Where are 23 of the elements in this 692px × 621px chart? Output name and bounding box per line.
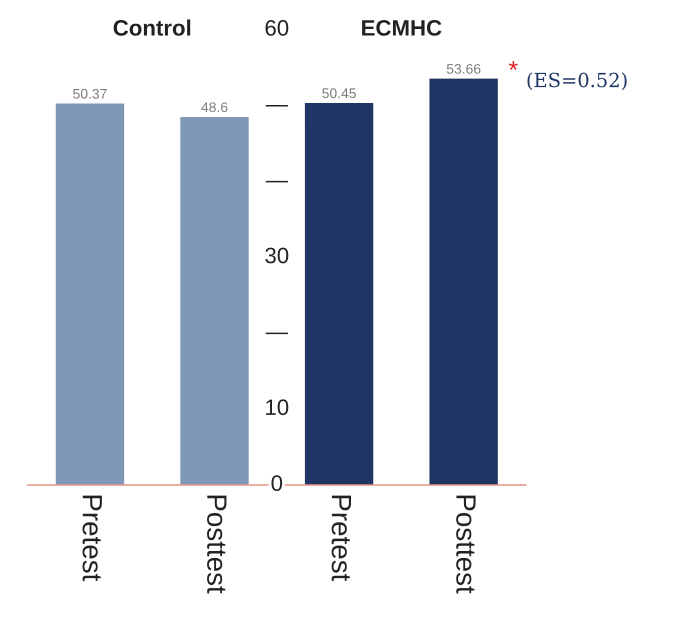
y-tick-label: 30 (265, 248, 288, 264)
data-label: 53.66 (446, 64, 480, 74)
text: (ES=0.52) (527, 72, 627, 90)
data-label: 50.37 (73, 88, 107, 99)
y-tick-label: 10 (266, 399, 288, 416)
annotation: Control (114, 19, 190, 36)
x-tick-label: Posttest (456, 496, 476, 594)
bar (54, 102, 126, 485)
y-tick-label: — (266, 332, 288, 334)
x-tick-label: Posttest (207, 496, 226, 594)
annotation: * (508, 61, 518, 70)
y-tick-label: 0 (271, 475, 282, 491)
x-tick-label: Pretest (332, 496, 352, 582)
y-tick-label: — (266, 105, 288, 107)
data-label: 50.45 (322, 88, 356, 98)
y-tick-label: 60 (266, 20, 288, 36)
bar (304, 102, 375, 485)
bar (428, 77, 500, 485)
y-tick-label: — (266, 180, 288, 182)
bar (178, 116, 250, 485)
x-tick-label: Pretest (82, 496, 102, 582)
data-label: 48.6 (201, 102, 228, 112)
annotation: ECMHC (362, 20, 442, 36)
